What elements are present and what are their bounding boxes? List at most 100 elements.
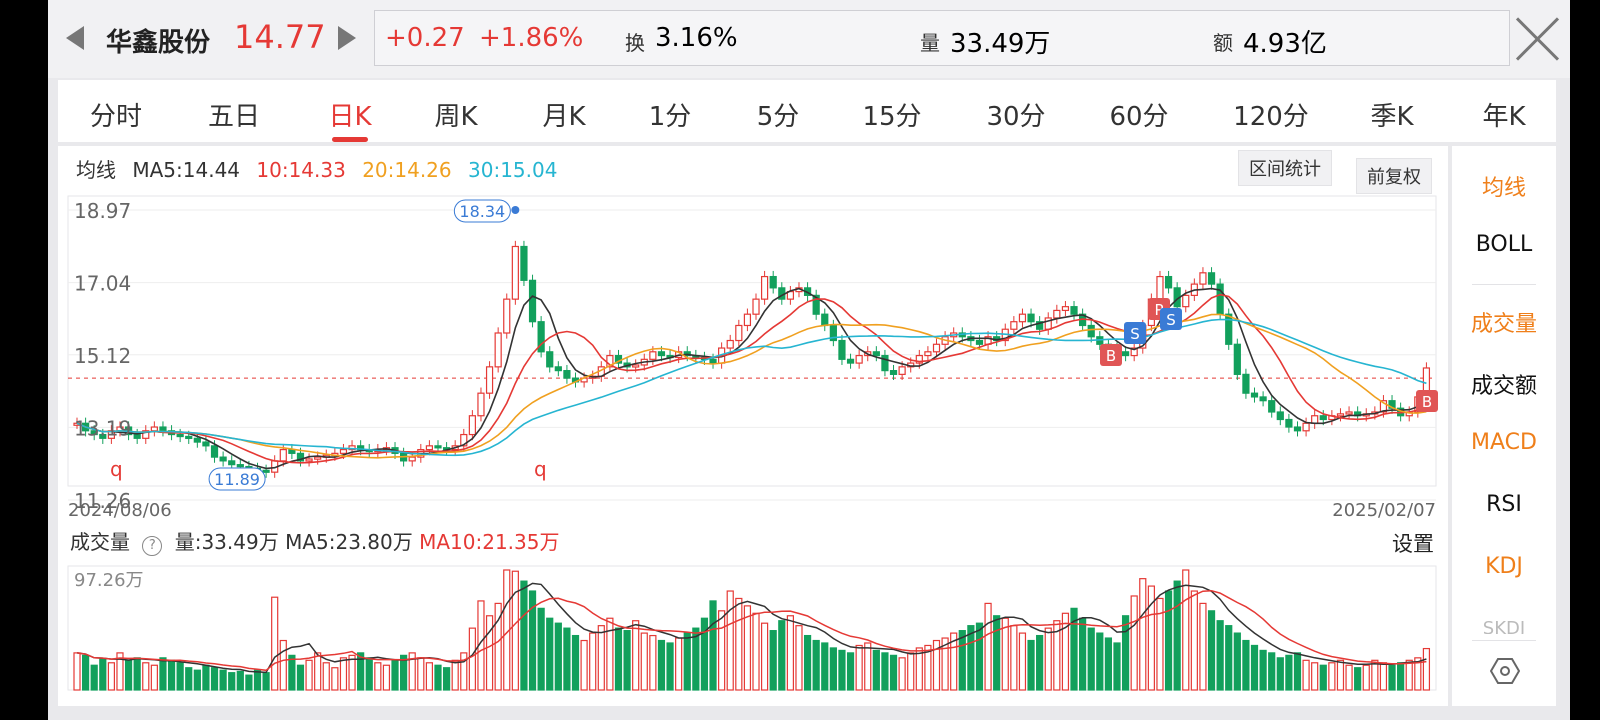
volume-bar	[1302, 659, 1310, 691]
tab-niank[interactable]: 年K	[1482, 102, 1526, 132]
volume-bar	[838, 649, 846, 691]
volume-bar	[520, 580, 528, 691]
volume-bar	[434, 664, 442, 691]
volume-bar	[571, 634, 580, 691]
adjust-button[interactable]: 前复权	[1356, 158, 1432, 194]
tab-zhouk[interactable]: 周K	[434, 102, 478, 132]
volume-bar	[915, 647, 923, 691]
candle-body	[1087, 324, 1095, 338]
indicator-volume[interactable]: 成交量	[1470, 312, 1537, 337]
volume-bar	[718, 610, 726, 691]
volume-ma10: MA10:21.35万	[419, 530, 560, 554]
tab-5min[interactable]: 5分	[756, 102, 800, 132]
turnover-label: 换	[625, 31, 645, 55]
volume-bar	[692, 627, 700, 691]
range-stats-button[interactable]: 区间统计	[1238, 150, 1332, 186]
volume-bar	[339, 657, 348, 691]
price-tick-label: 15.12	[74, 344, 131, 368]
volume-bar	[116, 652, 124, 691]
candle-body	[460, 433, 468, 447]
volume-bar	[1199, 602, 1207, 691]
volume-bar	[1371, 659, 1379, 691]
volume-bar	[142, 662, 150, 691]
indicator-amount[interactable]: 成交额	[1470, 374, 1537, 399]
indicator-boll[interactable]: BOLL	[1475, 232, 1533, 257]
indicator-kdj[interactable]: KDJ	[1485, 554, 1523, 579]
next-stock-icon[interactable]	[338, 26, 356, 50]
candle-body	[262, 469, 270, 473]
tab-60min[interactable]: 60分	[1109, 102, 1169, 132]
volume-bar	[1250, 644, 1259, 691]
volume-bar	[202, 664, 210, 691]
candle-body	[503, 298, 511, 334]
volume-bar	[1225, 625, 1233, 691]
tab-yuek[interactable]: 月K	[542, 102, 586, 132]
volume-bar	[632, 620, 640, 691]
tab-1min[interactable]: 1分	[648, 102, 692, 132]
volume-bar	[889, 654, 898, 691]
volume-bar	[958, 630, 966, 691]
tab-wuri[interactable]: 五日	[207, 102, 261, 132]
volume-bar	[1336, 659, 1345, 691]
volume-bar	[1173, 580, 1181, 691]
volume-bar	[735, 597, 743, 691]
volume-bar	[1379, 662, 1388, 691]
volume-bar	[271, 596, 279, 691]
candle-body	[769, 275, 777, 289]
volume-bar	[1001, 617, 1009, 691]
candle-body	[752, 298, 760, 315]
volume-bar	[795, 625, 803, 691]
volume-bar	[485, 615, 494, 691]
volume-bar	[400, 654, 408, 691]
candle-body	[176, 433, 184, 438]
candle-body	[1302, 422, 1310, 432]
indicator-rsi[interactable]: RSI	[1486, 492, 1522, 517]
candle-body	[915, 354, 923, 364]
volume-bar	[752, 612, 760, 691]
volume-bar	[1268, 652, 1276, 691]
candle-body	[485, 366, 494, 394]
close-icon[interactable]	[1512, 14, 1562, 64]
volume-bar	[193, 669, 201, 691]
indicator-skdj[interactable]: SKDJ	[1482, 618, 1526, 634]
tab-fenshi[interactable]: 分时	[89, 102, 143, 132]
active-tab-indicator	[332, 137, 368, 142]
volume-bar	[391, 659, 399, 691]
volume-bar	[1233, 632, 1241, 691]
volume-bar	[1053, 620, 1061, 691]
volume-bar	[821, 642, 829, 691]
settings-hexagon-icon[interactable]	[1490, 656, 1520, 686]
volume-bar	[81, 654, 90, 691]
candle-body	[1268, 400, 1276, 413]
tab-30min[interactable]: 30分	[986, 102, 1046, 132]
settings-button[interactable]: 设置	[1392, 532, 1434, 556]
volume-bar	[468, 627, 476, 691]
volume-bar	[236, 670, 244, 691]
volume-bar	[124, 659, 133, 691]
tab-jik[interactable]: 季K	[1370, 102, 1414, 132]
candle-body	[219, 456, 227, 462]
volume-bar	[1147, 585, 1155, 691]
panel-divider	[1472, 284, 1536, 285]
tab-120min[interactable]: 120分	[1233, 102, 1309, 132]
tab-rik[interactable]: 日K	[328, 102, 372, 132]
help-icon[interactable]: ?	[142, 536, 163, 556]
volume-bar	[1087, 627, 1095, 691]
volume-bar	[907, 652, 915, 691]
candle-body	[150, 426, 158, 432]
volume-ma5: MA5:23.80万	[285, 530, 413, 554]
prev-stock-icon[interactable]	[66, 26, 84, 50]
indicator-macd[interactable]: MACD	[1471, 430, 1537, 455]
volume-bar	[245, 674, 253, 691]
volume-bar	[314, 652, 322, 691]
indicator-ma[interactable]: 均线	[1481, 176, 1526, 201]
volume-bar	[743, 605, 752, 691]
candle-body	[821, 313, 829, 327]
tab-15min[interactable]: 15分	[862, 102, 922, 132]
volume-bar	[1422, 647, 1431, 691]
candle-body	[1242, 373, 1250, 394]
price-tick-label: 13.19	[74, 416, 131, 440]
volume-bar	[1018, 632, 1027, 691]
candle-body	[210, 445, 219, 458]
